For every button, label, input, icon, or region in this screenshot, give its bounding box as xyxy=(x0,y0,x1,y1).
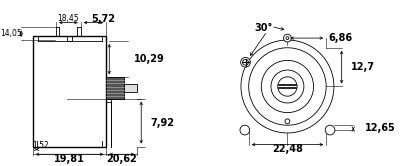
Circle shape xyxy=(242,59,248,65)
Bar xyxy=(124,84,137,92)
Text: 7,92: 7,92 xyxy=(150,118,174,128)
Text: 20,62: 20,62 xyxy=(106,154,137,164)
Circle shape xyxy=(285,119,290,124)
Text: 19,81: 19,81 xyxy=(54,154,85,164)
Text: 12,65: 12,65 xyxy=(365,123,396,133)
Circle shape xyxy=(271,70,304,103)
Text: 22,48: 22,48 xyxy=(272,144,303,154)
Text: 10,29: 10,29 xyxy=(134,54,164,64)
Circle shape xyxy=(249,48,326,125)
Circle shape xyxy=(241,57,250,67)
Text: 30°: 30° xyxy=(254,23,272,33)
Circle shape xyxy=(261,60,314,113)
Text: 18,45: 18,45 xyxy=(58,14,79,23)
Text: 5,72: 5,72 xyxy=(91,14,115,24)
Circle shape xyxy=(325,125,335,135)
Text: 12,7: 12,7 xyxy=(351,62,375,72)
Bar xyxy=(106,77,124,99)
Text: 14,05: 14,05 xyxy=(0,29,22,38)
Bar xyxy=(33,36,106,147)
Circle shape xyxy=(240,125,250,135)
Circle shape xyxy=(284,34,291,42)
Text: 1,52: 1,52 xyxy=(33,141,49,150)
Circle shape xyxy=(278,77,297,96)
Circle shape xyxy=(286,37,289,40)
Circle shape xyxy=(241,40,334,133)
Text: 6,86: 6,86 xyxy=(329,33,353,43)
